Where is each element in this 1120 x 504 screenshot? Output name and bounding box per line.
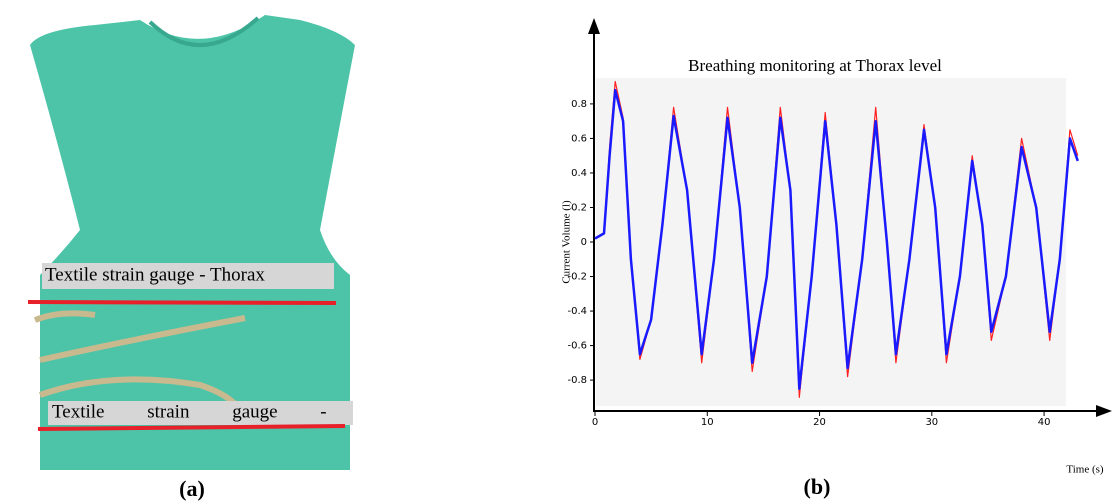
gauge-line [37, 424, 346, 431]
plot-background [596, 78, 1066, 406]
chart-title: Breathing monitoring at Thorax level [688, 56, 942, 75]
y-tick-label: 0.2 [571, 202, 587, 213]
gauge-label: Textile strain gauge - Thorax [45, 264, 265, 285]
y-tick-label: 0.4 [571, 168, 587, 179]
x-arrow [1096, 405, 1112, 417]
y-tick-label: -0.2 [567, 272, 587, 283]
shirt-neck [148, 16, 260, 47]
y-tick-label: 0.6 [571, 133, 587, 144]
panel-label: (a) [179, 476, 205, 501]
label-bg [48, 401, 353, 425]
y-tick-label: 0 [581, 237, 587, 248]
x-tick-label: 40 [1038, 417, 1051, 428]
y-tick-label: -0.6 [567, 341, 587, 352]
x-tick-label: 10 [701, 417, 714, 428]
y-axis-label: Current Volume (l) [561, 200, 573, 284]
y-tick-label: -0.8 [567, 375, 587, 386]
x-tick-label: 0 [592, 417, 598, 428]
gauge-line [27, 300, 337, 305]
x-axis-label: Time (s) [1066, 464, 1104, 476]
panel-label: (b) [804, 474, 831, 499]
x-tick-label: 30 [925, 417, 938, 428]
shirt [30, 15, 355, 470]
gauge-label: Textile strain gauge - [52, 401, 327, 422]
cord [33, 310, 246, 412]
label-bg [42, 263, 334, 289]
y-tick-label: 0.8 [571, 99, 587, 110]
x-tick-label: 20 [813, 417, 826, 428]
series-line [594, 88, 1079, 390]
y-arrow [588, 18, 600, 34]
y-tick-label: -0.4 [567, 306, 587, 317]
